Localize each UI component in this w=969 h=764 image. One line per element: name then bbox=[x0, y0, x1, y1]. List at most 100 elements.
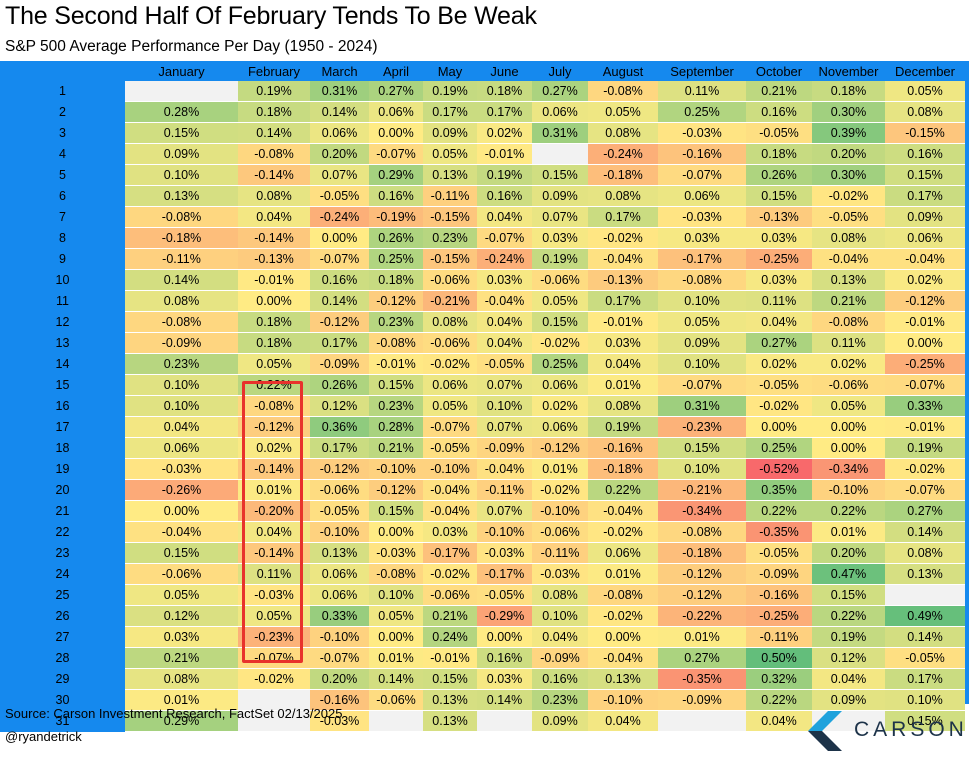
heatmap-cell: -0.24% bbox=[310, 206, 369, 228]
heatmap-cell: 0.00% bbox=[369, 521, 423, 543]
heatmap-cell: -0.24% bbox=[477, 248, 532, 270]
heatmap-cell: -0.07% bbox=[658, 164, 746, 186]
heatmap-cell: -0.02% bbox=[532, 332, 588, 354]
day-label: 10 bbox=[0, 269, 125, 291]
heatmap-cell: 0.13% bbox=[588, 668, 658, 690]
heatmap-cell: 0.23% bbox=[423, 227, 477, 249]
heatmap-cell: 0.23% bbox=[369, 311, 423, 333]
heatmap-cell: 0.21% bbox=[746, 81, 812, 102]
carson-logo: CARSON bbox=[808, 711, 968, 751]
header-corner bbox=[0, 61, 125, 81]
day-label: 19 bbox=[0, 458, 125, 480]
heatmap-cell: 0.04% bbox=[588, 710, 658, 732]
heatmap-cell: -0.05% bbox=[423, 437, 477, 459]
heatmap-cell: -0.03% bbox=[369, 542, 423, 564]
heatmap-cell: 0.09% bbox=[125, 143, 238, 165]
heatmap-cell: -0.12% bbox=[369, 290, 423, 312]
table-row: 10 0.14% -0.01% 0.16% 0.18% -0.06% 0.03% -0.06%… bbox=[0, 269, 965, 291]
table-row: 9 -0.11% -0.13% -0.07% 0.25% -0.15% -0.24% 0.19… bbox=[0, 248, 965, 270]
heatmap-cell: 0.27% bbox=[658, 647, 746, 669]
heatmap-cell: 0.10% bbox=[658, 458, 746, 480]
heatmap-cell: -0.10% bbox=[310, 521, 369, 543]
heatmap-cell: -0.10% bbox=[310, 626, 369, 648]
heatmap-cell: 0.01% bbox=[125, 689, 238, 711]
heatmap-cell: 0.10% bbox=[885, 689, 965, 711]
heatmap-cell: 0.28% bbox=[369, 416, 423, 438]
heatmap-cell: -0.10% bbox=[369, 458, 423, 480]
heatmap-cell: -0.09% bbox=[532, 647, 588, 669]
heatmap-cell: -0.06% bbox=[125, 563, 238, 585]
heatmap-cell: 0.10% bbox=[658, 290, 746, 312]
heatmap-cell: -0.09% bbox=[125, 332, 238, 354]
heatmap-cell: -0.03% bbox=[310, 710, 369, 732]
day-label: 28 bbox=[0, 647, 125, 669]
heatmap-cell: 0.14% bbox=[885, 626, 965, 648]
heatmap-cell: 0.10% bbox=[125, 374, 238, 396]
heatmap-cell: -0.08% bbox=[125, 206, 238, 228]
day-label: 23 bbox=[0, 542, 125, 564]
heatmap-cell: 0.19% bbox=[238, 81, 310, 102]
heatmap-cell: 0.09% bbox=[812, 689, 885, 711]
heatmap-cell: -0.02% bbox=[423, 353, 477, 375]
heatmap-cell: -0.17% bbox=[658, 248, 746, 270]
heatmap-cell: -0.02% bbox=[238, 668, 310, 690]
heatmap-cell: 0.09% bbox=[885, 206, 965, 228]
heatmap-cell: 0.13% bbox=[310, 542, 369, 564]
heatmap-cell: 0.14% bbox=[885, 521, 965, 543]
table-row: 2 0.28% 0.18% 0.14% 0.06% 0.17% 0.17% 0.06% 0.05… bbox=[0, 101, 965, 123]
heatmap-cell: 0.04% bbox=[812, 668, 885, 690]
heatmap-cell: -0.01% bbox=[423, 647, 477, 669]
month-header-september: September bbox=[658, 61, 746, 81]
heatmap-cell: 0.22% bbox=[238, 374, 310, 396]
heatmap-cell bbox=[477, 710, 532, 732]
heatmap-cell: 0.01% bbox=[532, 458, 588, 480]
heatmap-cell: -0.09% bbox=[477, 437, 532, 459]
heatmap-cell: -0.03% bbox=[238, 584, 310, 606]
heatmap-cell: 0.23% bbox=[125, 353, 238, 375]
table-row: 28 0.21% -0.07% -0.07% 0.01% -0.01% 0.16% -0.09… bbox=[0, 647, 965, 669]
heatmap-cell: 0.01% bbox=[812, 521, 885, 543]
heatmap-cell: 0.04% bbox=[477, 332, 532, 354]
heatmap-cell: -0.10% bbox=[423, 458, 477, 480]
heatmap-cell: 0.17% bbox=[310, 437, 369, 459]
heatmap-cell: 0.16% bbox=[885, 143, 965, 165]
heatmap-cell: -0.06% bbox=[423, 332, 477, 354]
heatmap-cell: -0.11% bbox=[423, 185, 477, 207]
heatmap-cell: 0.19% bbox=[885, 437, 965, 459]
heatmap-cell: -0.10% bbox=[812, 479, 885, 501]
heatmap-cell: -0.03% bbox=[658, 206, 746, 228]
heatmap-cell: -0.21% bbox=[423, 290, 477, 312]
day-label: 21 bbox=[0, 500, 125, 522]
heatmap-cell: 0.15% bbox=[746, 185, 812, 207]
heatmap-cell: 0.05% bbox=[125, 584, 238, 606]
heatmap-cell: 0.18% bbox=[238, 332, 310, 354]
heatmap-cell: -0.16% bbox=[310, 689, 369, 711]
month-header-may: May bbox=[423, 61, 477, 81]
heatmap-cell: 0.17% bbox=[588, 206, 658, 228]
heatmap-cell: -0.04% bbox=[588, 248, 658, 270]
heatmap-cell: -0.12% bbox=[310, 458, 369, 480]
heatmap-cell: -0.24% bbox=[588, 143, 658, 165]
right-edge-band bbox=[965, 61, 969, 704]
heatmap-cell: 0.19% bbox=[477, 164, 532, 186]
heatmap-cell: -0.13% bbox=[746, 206, 812, 228]
heatmap-cell: -0.04% bbox=[477, 458, 532, 480]
heatmap-cell: -0.26% bbox=[125, 479, 238, 501]
day-label: 24 bbox=[0, 563, 125, 585]
heatmap-cell: -0.05% bbox=[885, 647, 965, 669]
heatmap-cell: -0.04% bbox=[588, 500, 658, 522]
table-row: 14 0.23% 0.05% -0.09% -0.01% -0.02% -0.05% 0.25… bbox=[0, 353, 965, 375]
heatmap-cell: 0.00% bbox=[369, 122, 423, 144]
table-row: 18 0.06% 0.02% 0.17% 0.21% -0.05% -0.09% -0.12%… bbox=[0, 437, 965, 459]
heatmap-cell: -0.05% bbox=[746, 542, 812, 564]
heatmap-cell: 0.08% bbox=[885, 542, 965, 564]
heatmap-cell: 0.02% bbox=[885, 269, 965, 291]
heatmap-cell: 0.00% bbox=[812, 437, 885, 459]
heatmap-cell: 0.15% bbox=[369, 500, 423, 522]
heatmap-cell: -0.34% bbox=[658, 500, 746, 522]
day-label: 15 bbox=[0, 374, 125, 396]
heatmap-cell: -0.13% bbox=[588, 269, 658, 291]
heatmap-cell: 0.15% bbox=[885, 164, 965, 186]
day-label: 31 bbox=[0, 710, 125, 732]
heatmap-cell: 0.04% bbox=[588, 353, 658, 375]
